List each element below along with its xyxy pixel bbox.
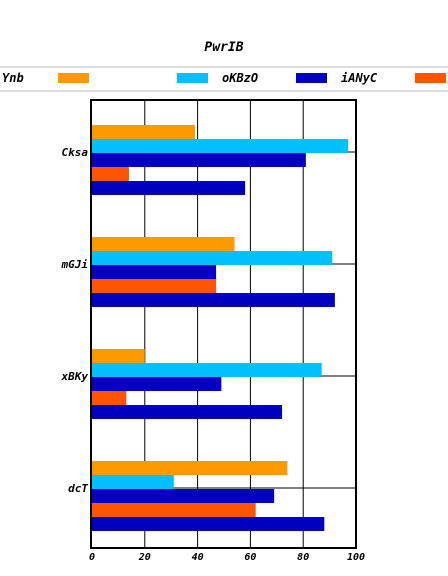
bar — [92, 517, 325, 531]
plot-frame — [90, 99, 357, 549]
category-labels: Cksa mGJi xBKy dcT — [61, 146, 89, 495]
bar — [92, 125, 195, 139]
x-axis-ticks: 0 20 40 60 80 100 — [89, 552, 365, 563]
legend-label: iANyC — [341, 71, 378, 85]
x-tick-label: 80 — [297, 552, 309, 563]
x-tick-label: 20 — [138, 552, 151, 563]
x-tick-label: 60 — [244, 552, 256, 563]
legend: oKBzOiANyCjUYKYnb — [2, 71, 446, 85]
bars — [92, 125, 349, 531]
bar — [92, 475, 174, 489]
x-tick-label: 40 — [192, 552, 204, 563]
bar — [92, 181, 246, 195]
category-label: Cksa — [62, 146, 89, 159]
bar — [92, 139, 349, 153]
bar — [92, 363, 322, 377]
bar — [92, 405, 283, 419]
legend-label: Ynb — [2, 71, 24, 85]
bar — [92, 167, 129, 181]
bar — [92, 251, 333, 265]
bar — [92, 391, 127, 405]
legend-swatch — [296, 73, 327, 83]
bar — [92, 153, 306, 167]
category-label: mGJi — [61, 258, 89, 271]
category-label: dcT — [68, 482, 88, 495]
bar — [92, 265, 217, 279]
legend-swatch — [58, 73, 89, 83]
legend-swatch — [415, 73, 446, 83]
bar — [92, 377, 222, 391]
x-tick-label: 0 — [89, 552, 95, 563]
bar — [92, 279, 217, 293]
x-tick-label: 100 — [347, 552, 365, 563]
bar — [92, 489, 275, 503]
bar — [92, 293, 335, 307]
bar — [92, 349, 145, 363]
chart-title: PwrIB — [204, 40, 243, 55]
category-label: xBKy — [61, 370, 89, 383]
bar — [92, 461, 288, 475]
bar — [92, 237, 235, 251]
bar — [92, 503, 256, 517]
legend-swatch — [177, 73, 208, 83]
legend-label: oKBzO — [222, 71, 258, 85]
